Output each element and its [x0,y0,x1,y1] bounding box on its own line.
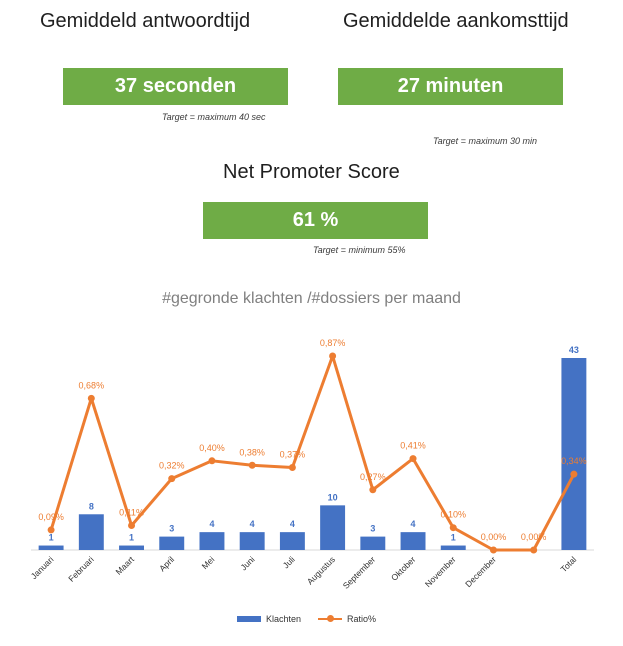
ratio-label: 0,32% [159,461,185,471]
x-tick-label: December [463,554,498,589]
ratio-line [49,354,576,552]
ratio-label: 0,00% [481,532,507,542]
ratio-label: 0,27% [360,472,386,482]
bar-juni [239,532,265,550]
kpi-title-response-time: Gemiddeld antwoordtijd [40,10,251,32]
bar-maart [119,545,145,550]
ratio-point [570,470,578,478]
legend-swatch-bar [237,616,261,622]
x-tick-label: September [341,554,378,591]
ratio-label: 0,00% [521,532,547,542]
ratio-label: 0,87% [320,338,346,348]
ratio-label: 0,09% [38,512,64,522]
x-tick-label: Oktober [389,554,418,583]
kpi-value-nps: 61 % [203,202,428,239]
bar-label: 1 [49,533,54,543]
bar-november [440,545,466,550]
x-tick-label: Januari [29,554,56,581]
bar-oktober [400,532,426,550]
ratio-label: 0,11% [119,507,144,517]
ratio-point [288,463,296,471]
x-tick-label: Mei [200,554,217,571]
bar-label: 4 [250,519,255,529]
kpi-value-arrival-time: 27 minuten [338,68,563,105]
ratio-point [87,394,95,402]
bar-label: 1 [129,533,134,543]
ratio-point [329,352,337,360]
kpi-target-nps: Target = minimum 55% [313,245,406,255]
ratio-label: 0,40% [199,443,225,453]
legend-klachten: Klachten [237,614,301,624]
ratio-label: 0,41% [400,441,426,451]
legend-ratio: Ratio% [318,614,376,624]
x-tick-label: Juli [281,554,297,570]
bar-januari [38,545,64,550]
x-tick-label: Februari [66,554,96,584]
ratio-label: 0,37% [280,449,306,459]
kpi-target-arrival-time: Target = maximum 30 min [433,136,537,146]
bar-februari [78,514,104,550]
ratio-point [128,521,136,529]
legend-label-ratio: Ratio% [347,614,377,624]
kpi-value-response-time: 37 seconden [63,68,288,105]
bar-label: 4 [411,519,416,529]
ratio-point [369,486,377,494]
ratio-point [530,546,538,554]
x-tick-label: April [157,554,176,573]
legend-swatch-line [318,615,342,622]
bar-april [159,536,185,550]
x-tick-label: Juni [238,554,256,572]
bar-label: 1 [451,533,456,543]
ratio-point [489,546,497,554]
ratio-label: 0,68% [79,380,105,390]
legend-label-klachten: Klachten [266,614,302,624]
bar-mei [199,532,225,550]
x-tick-label: Maart [114,554,137,577]
x-tick-label: Augustus [305,554,337,586]
bar-total [561,358,587,550]
bar-label: 43 [569,345,579,355]
ratio-point [168,475,176,483]
ratio-label: 0,38% [239,447,265,457]
kpi-target-response-time: Target = maximum 40 sec [162,112,266,122]
bar-label: 8 [89,501,94,511]
bar-label: 10 [328,492,338,502]
bar-augustus [320,505,346,550]
ratio-point [409,455,417,463]
bar-label: 3 [169,524,174,534]
bar-september [360,536,386,550]
ratio-label: 0,10% [440,510,466,520]
bar-label: 3 [370,524,375,534]
ratio-point [449,524,457,532]
bar-label: 4 [290,519,295,529]
bar-label: 4 [209,519,214,529]
ratio-label: 0,34% [561,456,587,466]
ratio-point [47,526,55,534]
ratio-point [248,461,256,469]
kpi-title-nps: Net Promoter Score [223,161,400,183]
x-tick-label: November [423,554,458,589]
bar-juli [279,532,305,550]
chart-title: #gegronde klachten /#dossiers per maand [162,290,461,307]
x-tick-label: Total [559,554,579,574]
kpi-title-arrival-time: Gemiddelde aankomsttijd [343,10,569,32]
ratio-point [208,457,216,465]
combo-chart: 1 Januari 8 Februari 1 Maart 3 April 4 Mei 4 Juni 4 J… [29,338,594,591]
